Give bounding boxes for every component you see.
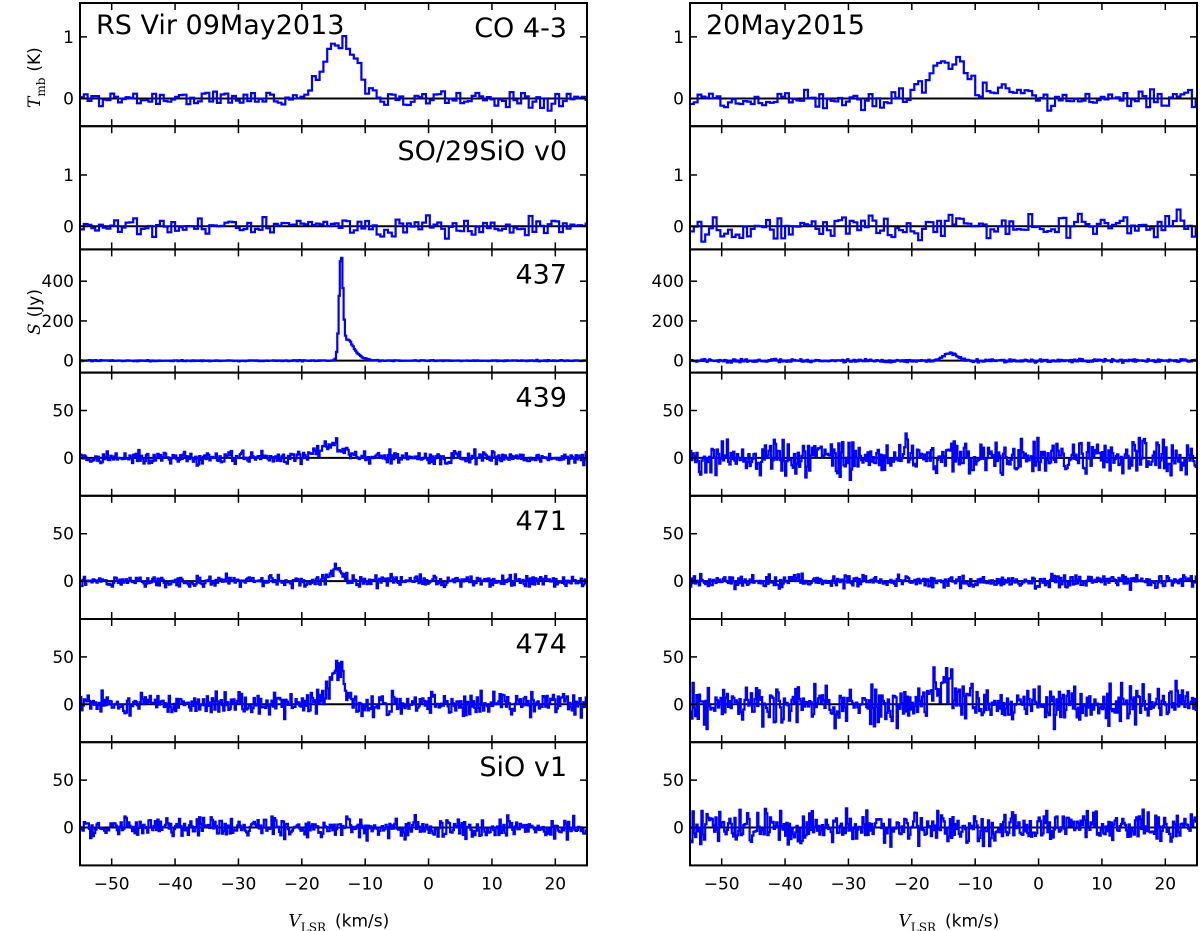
x-tick-label: −30 [830, 874, 866, 894]
column-title-right: 20May2015 [706, 10, 865, 41]
spectrum-series [690, 432, 1197, 481]
panel-frame [79, 494, 588, 620]
y-tick-label: 0 [63, 818, 74, 838]
y-tick-label: 200 [652, 312, 684, 332]
panel-frame [79, 248, 588, 374]
spectrum-series [690, 666, 1197, 731]
panel-label-5: 474 [515, 629, 567, 660]
x-axis-label: VLSR (km/s) [289, 911, 390, 931]
spectrum-series [690, 55, 1197, 112]
panel-frame [689, 741, 1198, 867]
panel-frame [689, 371, 1198, 497]
panel-row3-col1: 0 50 [662, 371, 1198, 497]
y-tick-label: 50 [52, 771, 74, 791]
panel-row1-col1: 01 [673, 125, 1198, 251]
y-tick-label: 0 [673, 89, 684, 109]
x-tick-label: 10 [481, 874, 503, 894]
spectrum-series [80, 659, 587, 721]
panel-row2-col0: 0 200 400 437 [42, 248, 588, 374]
y-tick-label: 1 [63, 28, 74, 48]
panel-row1-col0: 0 1 SO/29SiO v0 [63, 125, 588, 251]
y-tick-label: 50 [662, 648, 684, 668]
y-tick-label: 0 [673, 217, 684, 237]
panel-row4-col1: 0 50 [662, 494, 1198, 620]
panel-row4-col0: 0 50 471 [52, 494, 588, 620]
y-tick-label: 200 [42, 312, 74, 332]
panel-label-1: SO/29SiO v0 [398, 136, 567, 167]
y-tick-label: 400 [42, 272, 74, 292]
x-tick-label: −10 [347, 874, 383, 894]
y-tick-label: 400 [652, 272, 684, 292]
y-tick-label: 0 [63, 352, 74, 372]
y-tick-label: 0 [63, 217, 74, 237]
y-tick-label: 0 [673, 449, 684, 469]
spectrum-series [80, 214, 587, 240]
y-tick-label: 50 [662, 525, 684, 545]
panel-frame [79, 618, 588, 744]
column-title-left: RS Vir 09May2013 [96, 10, 344, 41]
y-tick-label: 0 [673, 352, 684, 372]
y-tick-label: 1 [673, 28, 684, 48]
x-tick-label: −20 [284, 874, 320, 894]
panel-row2-col1: 0 200 400 [652, 248, 1198, 374]
panel-label-6: SiO v1 [479, 752, 567, 783]
panel-row6-col1: 0 50 [662, 741, 1198, 867]
panel-frame [79, 371, 588, 497]
spectrum-series [80, 814, 587, 842]
x-tick-label: 20 [544, 874, 566, 894]
panel-label-4: 471 [515, 506, 567, 537]
y-tick-label: 50 [662, 771, 684, 791]
y-tick-label: 0 [63, 449, 74, 469]
spectrum-series [80, 437, 587, 467]
spectrum-series [80, 256, 587, 363]
panel-row3-col0: 0 50 439 [52, 371, 588, 497]
y-tick-label: 50 [52, 402, 74, 422]
y-tick-label: 50 [662, 402, 684, 422]
panel-frame [689, 125, 1198, 251]
y-tick-label: 0 [673, 572, 684, 592]
panel-row5-col1: 0 50 [662, 618, 1198, 744]
spectrum-series [690, 572, 1197, 591]
y-tick-label: 0 [673, 818, 684, 838]
panel-frame [689, 494, 1198, 620]
y-tick-label: 0 [63, 89, 74, 109]
y-axis-label-flux: S(Jy) [25, 289, 45, 335]
y-tick-label: 1 [673, 166, 684, 186]
y-tick-label: 50 [52, 648, 74, 668]
panel-row5-col0: 0 50 474 [52, 618, 588, 744]
x-tick-label: 10 [1091, 874, 1113, 894]
panel-row0-col0: 0 1 CO 4-3 [63, 2, 588, 128]
x-tick-label: −10 [957, 874, 993, 894]
panel-label-2: 437 [515, 259, 567, 290]
panel-label-0: CO 4-3 [474, 13, 567, 44]
x-axis-label: VLSR (km/s) [899, 911, 1000, 931]
x-tick-label: 0 [1033, 874, 1044, 894]
spectrum-series [80, 35, 587, 112]
x-tick-label: −50 [704, 874, 740, 894]
spectrum-series [80, 562, 587, 590]
spectrum-series [690, 208, 1197, 243]
x-tick-label: −30 [220, 874, 256, 894]
panel-frame [79, 741, 588, 867]
y-axis-label-temperature: Tmb(K) [25, 47, 48, 108]
y-tick-label: 50 [52, 525, 74, 545]
y-tick-label: 0 [63, 572, 74, 592]
panel-frame [689, 248, 1198, 374]
y-tick-label: 0 [673, 695, 684, 715]
x-tick-label: 20 [1154, 874, 1176, 894]
spectrum-series [690, 807, 1197, 848]
x-tick-label: −40 [767, 874, 803, 894]
y-tick-label: 1 [63, 166, 74, 186]
y-tick-label: 0 [63, 695, 74, 715]
x-tick-label: 0 [423, 874, 434, 894]
spectrum-series [690, 351, 1197, 364]
x-tick-label: −40 [157, 874, 193, 894]
x-tick-label: −50 [94, 874, 130, 894]
x-tick-label: −20 [894, 874, 930, 894]
panel-label-3: 439 [515, 383, 567, 414]
panel-row6-col0: 0 50 SiO v1 [52, 741, 588, 867]
